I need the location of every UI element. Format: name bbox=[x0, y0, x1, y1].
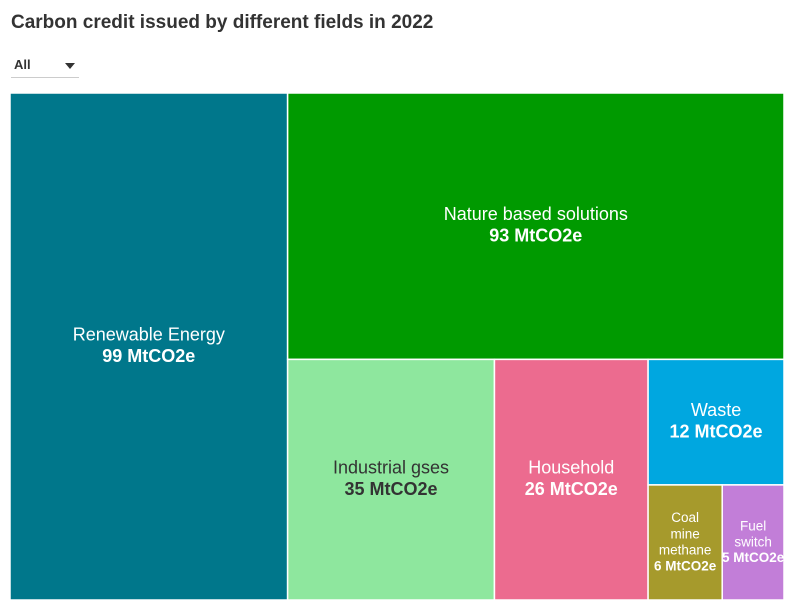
cell-value-label: 26 MtCO2e bbox=[525, 479, 618, 499]
chart-title: Carbon credit issued by different fields… bbox=[11, 12, 434, 33]
cell-value-label: 5 MtCO2e bbox=[722, 550, 785, 565]
dropdown-arrow[interactable] bbox=[65, 63, 75, 69]
cell-value-label: 6 MtCO2e bbox=[654, 558, 717, 573]
cell-value-label: 12 MtCO2e bbox=[670, 422, 763, 442]
cell-label: Renewable Energy bbox=[73, 324, 225, 344]
treemap-cell bbox=[647, 484, 723, 600]
cell-label: Nature based solutions bbox=[444, 204, 628, 224]
cell-label: Household bbox=[528, 458, 614, 478]
treemap-cell bbox=[286, 358, 496, 600]
treemap-cell bbox=[647, 358, 785, 486]
cell-label: Waste bbox=[691, 400, 741, 420]
cell-label: Industrial gses bbox=[333, 458, 449, 478]
filter-dropdown[interactable]: All bbox=[11, 54, 79, 78]
treemap-cell bbox=[286, 92, 785, 361]
cell-value-label: 93 MtCO2e bbox=[489, 226, 582, 246]
treemap-cell bbox=[493, 358, 649, 600]
treemap-cell bbox=[9, 92, 289, 600]
cell-label: Fuel switch bbox=[734, 518, 772, 549]
cell-value-label: 99 MtCO2e bbox=[102, 346, 195, 366]
cell-value-label: 35 MtCO2e bbox=[345, 479, 438, 499]
cell-label: Coal mine methane bbox=[659, 510, 712, 557]
treemap-cell bbox=[721, 484, 785, 600]
filter-value[interactable]: All bbox=[14, 57, 31, 72]
